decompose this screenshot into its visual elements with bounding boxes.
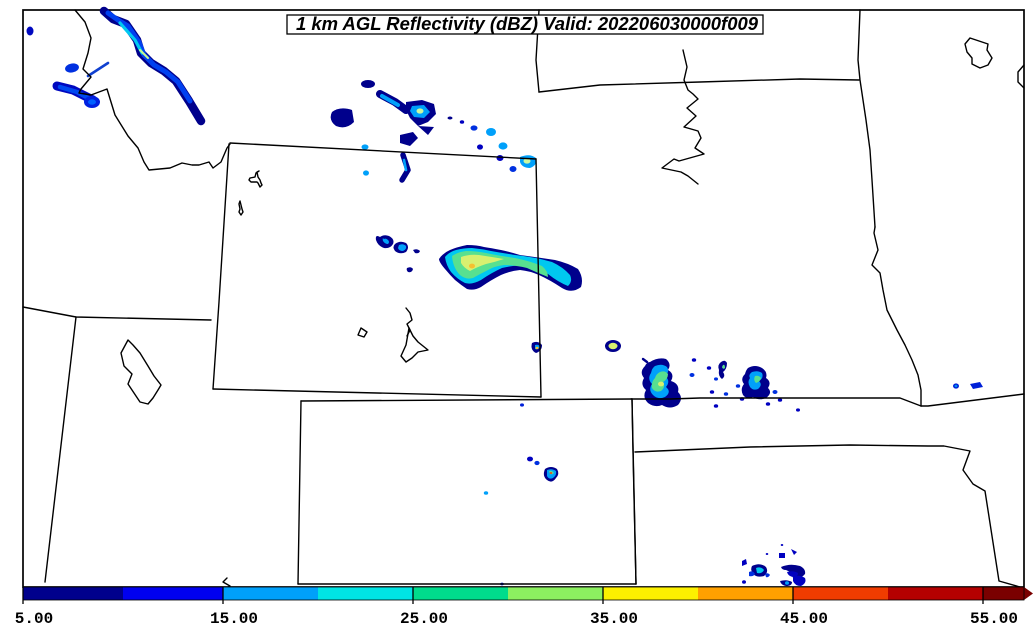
svg-text:15.00: 15.00 bbox=[210, 610, 258, 628]
svg-text:5.00: 5.00 bbox=[15, 610, 53, 628]
svg-text:45.00: 45.00 bbox=[780, 610, 828, 628]
svg-text:35.00: 35.00 bbox=[590, 610, 638, 628]
svg-text:25.00: 25.00 bbox=[400, 610, 448, 628]
svg-text:55.00: 55.00 bbox=[970, 610, 1018, 628]
svg-text:1 km AGL Reflectivity (dBZ) Va: 1 km AGL Reflectivity (dBZ) Valid: 20220… bbox=[296, 13, 759, 34]
